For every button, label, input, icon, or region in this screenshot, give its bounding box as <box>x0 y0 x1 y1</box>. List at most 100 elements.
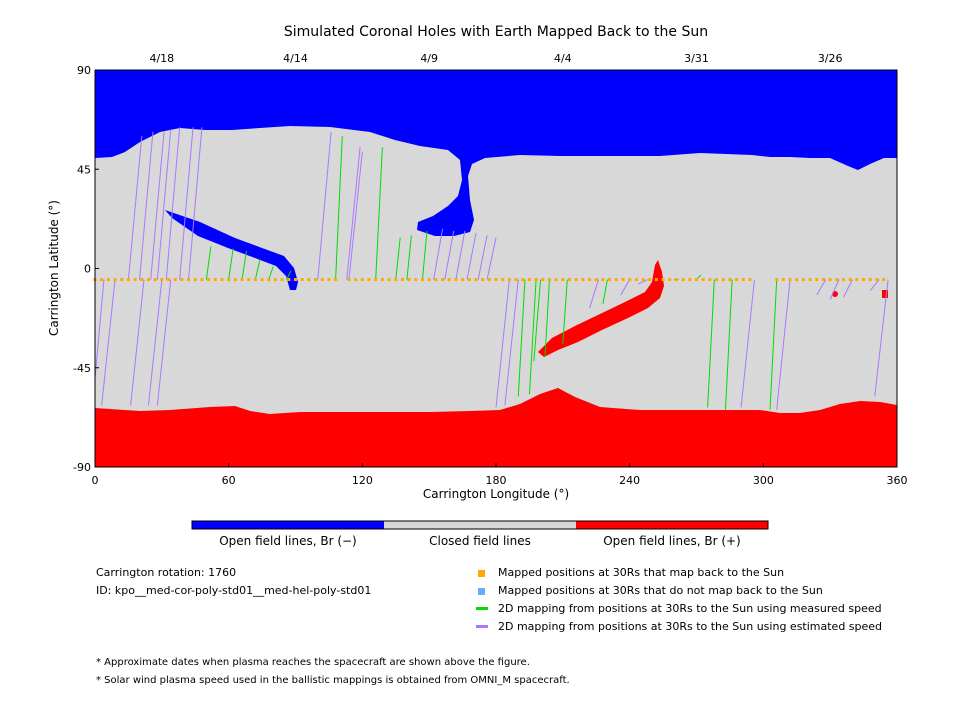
mapped-point <box>501 278 505 282</box>
mapped-point <box>180 278 184 282</box>
mapped-point <box>735 278 739 282</box>
mapped-point <box>347 278 351 282</box>
estimated-mapping-line <box>874 279 889 397</box>
mapped-point <box>267 278 271 282</box>
mapped-point <box>748 278 752 282</box>
mapped-point <box>588 278 592 282</box>
measured-mapping-line <box>421 230 428 280</box>
model-id: ID: kpo__med-cor-poly-std01__med-hel-pol… <box>96 584 372 597</box>
mapped-point <box>634 278 638 282</box>
mapped-point <box>868 278 872 282</box>
measured-mapping-line <box>724 279 733 410</box>
mapped-point <box>668 278 672 282</box>
estimated-mapping-line <box>495 279 510 408</box>
top-date-label: 4/14 <box>283 52 308 65</box>
x-tick-label: 240 <box>619 474 640 487</box>
mapped-point <box>848 278 852 282</box>
mapped-point <box>815 278 819 282</box>
mapped-point <box>193 278 197 282</box>
negative-coronal-hole-strip <box>165 210 298 290</box>
mapped-point <box>367 278 371 282</box>
mapped-point <box>374 278 378 282</box>
x-tick-label: 360 <box>887 474 908 487</box>
estimated-mapping-line <box>589 279 599 309</box>
mapped-point <box>494 278 498 282</box>
measured-mapping-line <box>254 259 261 280</box>
mapped-point <box>875 278 879 282</box>
mapped-point <box>547 278 551 282</box>
x-tick-label: 300 <box>753 474 774 487</box>
mapped-point <box>434 278 438 282</box>
estimated-mapping-line <box>156 279 172 406</box>
legend-icon-estimated <box>476 625 488 628</box>
mapped-point <box>133 278 137 282</box>
mapped-point <box>681 278 685 282</box>
mapped-point <box>253 278 257 282</box>
mapped-point <box>614 278 618 282</box>
mapped-point <box>213 278 217 282</box>
top-date-label: 4/18 <box>149 52 174 65</box>
mapped-point <box>654 278 658 282</box>
x-tick-label: 120 <box>352 474 373 487</box>
legend-icon-mapped-ok <box>478 570 485 577</box>
mapped-point <box>240 278 244 282</box>
estimated-mapping-line <box>165 127 181 280</box>
measured-mapping-line <box>533 279 542 362</box>
mapped-point <box>507 278 511 282</box>
estimated-mapping-line <box>94 279 105 379</box>
mapped-point <box>741 278 745 282</box>
colorbar-closed <box>384 521 576 529</box>
estimated-mapping-line <box>348 151 363 280</box>
measured-mapping-line <box>406 235 412 280</box>
mapped-point <box>521 278 525 282</box>
mapped-point <box>568 278 572 282</box>
legend-label-mapped-fail: Mapped positions at 30Rs that do not map… <box>498 584 823 597</box>
mapped-point <box>153 278 157 282</box>
mapped-point <box>701 278 705 282</box>
y-axis-ticks: 90 45 0 -45 -90 <box>73 64 99 474</box>
estimated-mapping-line <box>455 230 466 280</box>
mapped-point <box>461 278 465 282</box>
mapped-point <box>487 278 491 282</box>
mapped-point <box>220 278 224 282</box>
top-date-label: 3/26 <box>818 52 843 65</box>
mapped-point <box>882 278 886 282</box>
estimated-mapping-line <box>466 233 477 280</box>
mapped-point <box>608 278 612 282</box>
legend-icon-measured <box>476 607 488 610</box>
estimated-mapping-line <box>346 147 361 280</box>
estimated-mapping-line <box>317 131 332 280</box>
measured-mapping-line <box>544 279 550 357</box>
estimated-mapping-line <box>740 279 755 408</box>
mapped-point <box>674 278 678 282</box>
x-tick-label: 180 <box>486 474 507 487</box>
mapped-point <box>454 278 458 282</box>
mapped-point <box>474 278 478 282</box>
x-axis-ticks: 0 60 120 180 240 300 360 <box>92 463 908 487</box>
mapped-point <box>781 278 785 282</box>
measured-mapping-line <box>562 279 568 344</box>
mapping-lines <box>94 127 889 410</box>
mapped-point <box>661 278 665 282</box>
mapped-point <box>795 278 799 282</box>
measured-mapping-line <box>241 250 247 280</box>
mapped-point <box>420 278 424 282</box>
mapped-point <box>427 278 431 282</box>
colorbar-frame <box>191 520 769 530</box>
mapped-point <box>360 278 364 282</box>
mapped-point <box>775 278 779 282</box>
mapped-point <box>541 278 545 282</box>
y-tick-label: -90 <box>73 461 91 474</box>
x-tick-label: 0 <box>92 474 99 487</box>
top-date-label: 4/9 <box>420 52 438 65</box>
y-tick-label: -45 <box>73 362 91 375</box>
legend-label-mapped-ok: Mapped positions at 30Rs that map back t… <box>498 566 785 579</box>
plot-area <box>93 69 898 468</box>
mapped-point <box>387 278 391 282</box>
colorbar-label-positive: Open field lines, Br (+) <box>603 534 741 548</box>
footnote-speed: * Solar wind plasma speed used in the ba… <box>96 675 570 686</box>
estimated-mapping-line <box>776 279 791 410</box>
mapped-point <box>207 278 211 282</box>
mapped-point <box>160 278 164 282</box>
